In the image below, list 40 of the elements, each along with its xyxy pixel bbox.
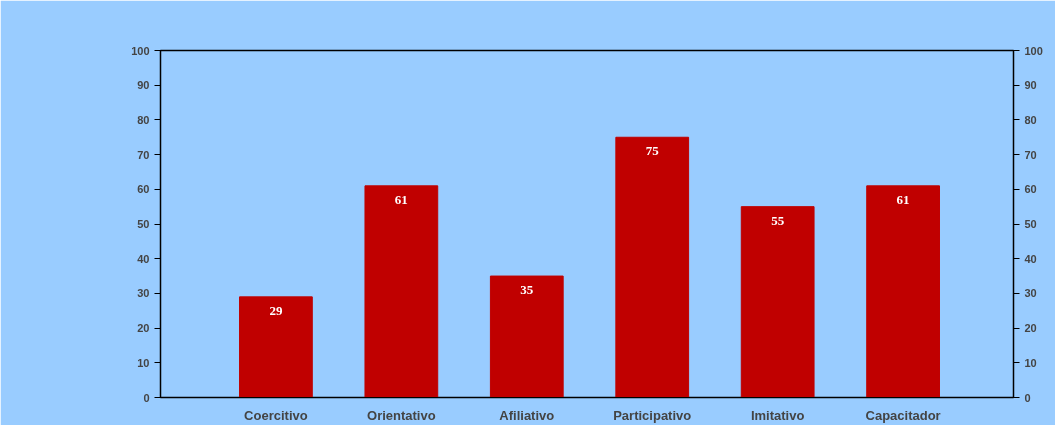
- data-label: 29: [269, 302, 283, 318]
- x-tick-label: Afiliativo: [499, 407, 555, 423]
- y2-tick-label: 70: [1024, 148, 1037, 161]
- y2-tick-label: 90: [1024, 79, 1037, 92]
- y-tick-label: 90: [137, 79, 150, 92]
- data-label: 75: [645, 143, 660, 159]
- bar: [866, 185, 940, 398]
- y2-tick-label: 60: [1024, 183, 1037, 196]
- bar: [364, 185, 439, 398]
- x-tick-label: Imitativo: [750, 407, 805, 423]
- y-tick-label: 60: [137, 183, 150, 196]
- y-tick-label: 50: [137, 218, 150, 230]
- y-tick-label: 30: [137, 287, 150, 300]
- bar: [489, 275, 564, 398]
- y2-tick-label: 50: [1024, 218, 1037, 230]
- y2-tick-label: 10: [1024, 356, 1037, 369]
- y2-tick-label: 40: [1024, 252, 1037, 265]
- y-tick-label: 40: [137, 252, 150, 265]
- y-tick-label: 20: [137, 322, 150, 335]
- x-tick-label: Orientativo: [367, 407, 436, 423]
- x-tick-label: Participativo: [613, 407, 692, 423]
- y2-tick-label: 30: [1024, 287, 1037, 300]
- y2-tick-label: 20: [1024, 322, 1037, 335]
- bar: [740, 206, 815, 398]
- bar: [615, 136, 690, 398]
- x-tick-label: Capacitador: [865, 407, 941, 423]
- y2-tick-label: 100: [1024, 44, 1043, 57]
- data-label: 55: [771, 212, 785, 228]
- data-label: 61: [896, 191, 910, 207]
- x-tick-label: Coercitivo: [244, 407, 308, 423]
- y-tick-label: 70: [137, 148, 150, 161]
- data-label: 61: [394, 191, 408, 207]
- y2-tick-label: 80: [1024, 113, 1037, 126]
- y-tick-label: 0: [143, 391, 150, 404]
- y-tick-label: 100: [131, 44, 150, 57]
- bar: [239, 296, 313, 398]
- y2-tick-label: 0: [1024, 391, 1031, 404]
- data-label: 35: [520, 282, 534, 298]
- y-tick-label: 10: [137, 356, 150, 369]
- y-tick-label: 80: [137, 113, 150, 126]
